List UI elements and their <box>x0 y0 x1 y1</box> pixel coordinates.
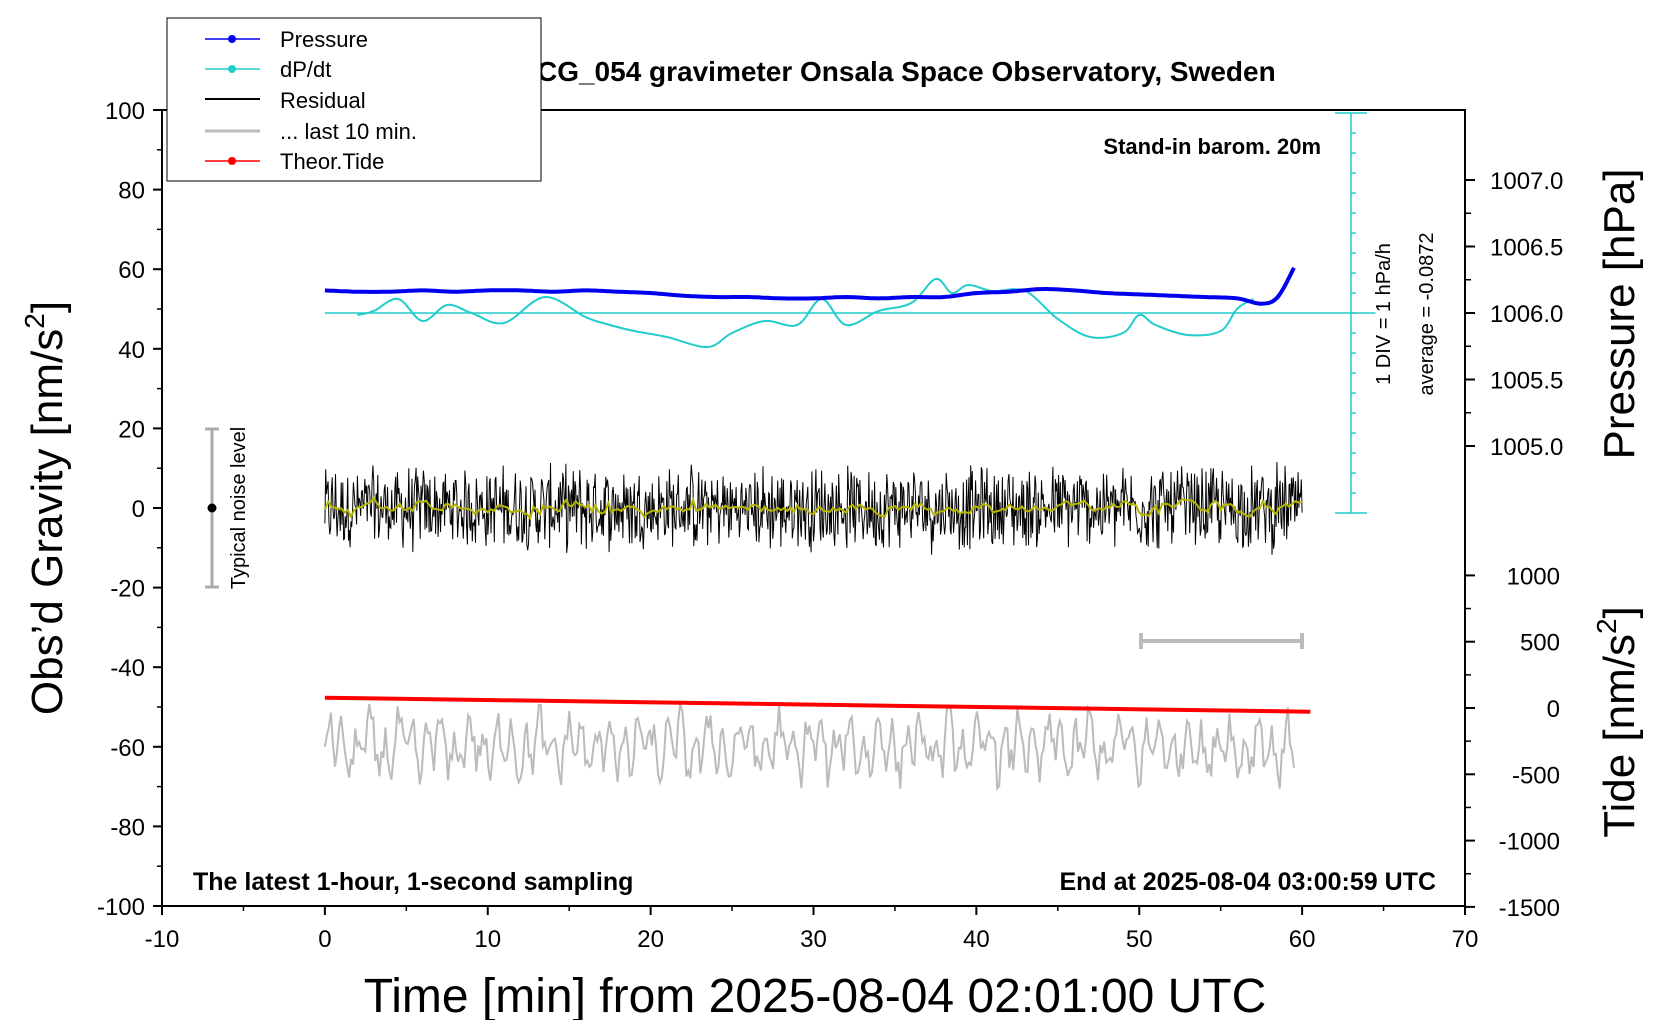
series-dpdt <box>357 277 1254 348</box>
legend-item-dpdt: dP/dt <box>205 57 331 82</box>
y-axis-left-ticks: 100 80 60 40 20 0 -20 -40 -60 -80 -100 <box>97 98 162 921</box>
series-last-10-min <box>323 703 1295 792</box>
legend-label-tide: Theor.Tide <box>280 149 384 174</box>
x-tick-label: -10 <box>145 926 180 953</box>
x-axis-label: Time [min] from 2025-08-04 02:01:00 UTC <box>364 970 1267 1020</box>
y-tick-label: -40 <box>110 655 145 682</box>
y-axis-left-label-sup: 2 <box>19 313 50 329</box>
y-tick-label: -80 <box>110 814 145 841</box>
tide-axis-label-sup: 2 <box>1591 618 1622 634</box>
dpdt-average-label: average = -0.0872 <box>1416 233 1438 396</box>
series-pressure <box>324 266 1296 306</box>
noise-level-marker <box>205 427 219 589</box>
x-tick-label: 30 <box>800 926 827 953</box>
tide-tick-label: -500 <box>1512 762 1560 789</box>
legend-label-pressure: Pressure <box>280 27 368 52</box>
tide-tick-label: -1000 <box>1499 829 1560 856</box>
y-tick-label: 20 <box>118 416 145 443</box>
y-tick-label: -100 <box>97 894 145 921</box>
x-tick-label: 20 <box>637 926 664 953</box>
tide-axis-ticks: 1000 500 0 -500 -1000 -1500 <box>1465 563 1560 922</box>
y-tick-label: -20 <box>110 576 145 603</box>
legend-label-dpdt: dP/dt <box>280 57 331 82</box>
x-tick-label: 60 <box>1289 926 1316 953</box>
legend-item-pressure: Pressure <box>205 27 368 52</box>
tide-tick-label: 500 <box>1520 630 1560 657</box>
last-10-min-bar <box>1139 633 1304 649</box>
end-time-note: End at 2025-08-04 03:00:59 UTC <box>1059 868 1436 896</box>
tide-axis-label: Tide [nm/s2] <box>1591 606 1644 838</box>
x-tick-label: 0 <box>318 926 331 953</box>
tide-axis-label-main: Tide [nm/s <box>1595 634 1644 838</box>
y-tick-label: 40 <box>118 337 145 364</box>
pressure-tick-label: 1005.0 <box>1490 434 1563 461</box>
tide-tick-label: -1500 <box>1499 895 1560 922</box>
y-axis-left-label-end: ] <box>23 301 72 313</box>
series-residual-smoothed <box>323 496 1303 521</box>
pressure-tick-label: 1005.5 <box>1490 368 1563 395</box>
legend: Pressure dP/dt Residual ... last 10 min.… <box>166 17 542 182</box>
sampling-note: The latest 1-hour, 1-second sampling <box>193 868 633 896</box>
y-tick-label: 80 <box>118 178 145 205</box>
y-tick-label: 0 <box>132 496 145 523</box>
y-axis-left-label: Obs’d Gravity [nm/s2] <box>19 301 72 715</box>
legend-item-residual: Residual <box>205 88 366 113</box>
noise-level-label: Typical noise level <box>228 427 250 589</box>
y-tick-label: 100 <box>105 98 145 125</box>
x-tick-label: 70 <box>1452 926 1479 953</box>
x-tick-label: 50 <box>1126 926 1153 953</box>
pressure-axis-ticks: 1007.0 1006.5 1006.0 1005.5 1005.0 <box>1465 168 1563 461</box>
x-tick-label: 10 <box>474 926 501 953</box>
y-tick-label: -60 <box>110 735 145 762</box>
legend-item-last10: ... last 10 min. <box>205 119 417 144</box>
legend-label-last10: ... last 10 min. <box>280 119 417 144</box>
pressure-axis-label: Pressure [hPa] <box>1595 168 1644 459</box>
dpdt-div-label: 1 DIV = 1 hPa/h <box>1373 243 1395 385</box>
legend-item-tide: Theor.Tide <box>205 149 384 174</box>
tide-tick-label: 0 <box>1547 696 1560 723</box>
y-axis-left-label-main: Obs’d Gravity [nm/s <box>23 329 72 715</box>
tide-axis-label-end: ] <box>1595 606 1644 618</box>
x-tick-label: 40 <box>963 926 990 953</box>
chart-title: SCG_054 gravimeter Onsala Space Observat… <box>518 56 1275 87</box>
pressure-tick-label: 1006.0 <box>1490 301 1563 328</box>
barometer-note: Stand-in barom. 20m <box>1103 134 1321 159</box>
x-axis-ticks: -10 0 10 20 30 40 50 60 70 <box>145 906 1479 953</box>
pressure-tick-label: 1007.0 <box>1490 168 1563 195</box>
y-tick-label: 60 <box>118 257 145 284</box>
tide-tick-label: 1000 <box>1507 563 1560 590</box>
pressure-tick-label: 1006.5 <box>1490 235 1563 262</box>
series-residual <box>324 461 1303 555</box>
legend-label-residual: Residual <box>280 88 366 113</box>
series-theor-tide <box>324 695 1311 714</box>
